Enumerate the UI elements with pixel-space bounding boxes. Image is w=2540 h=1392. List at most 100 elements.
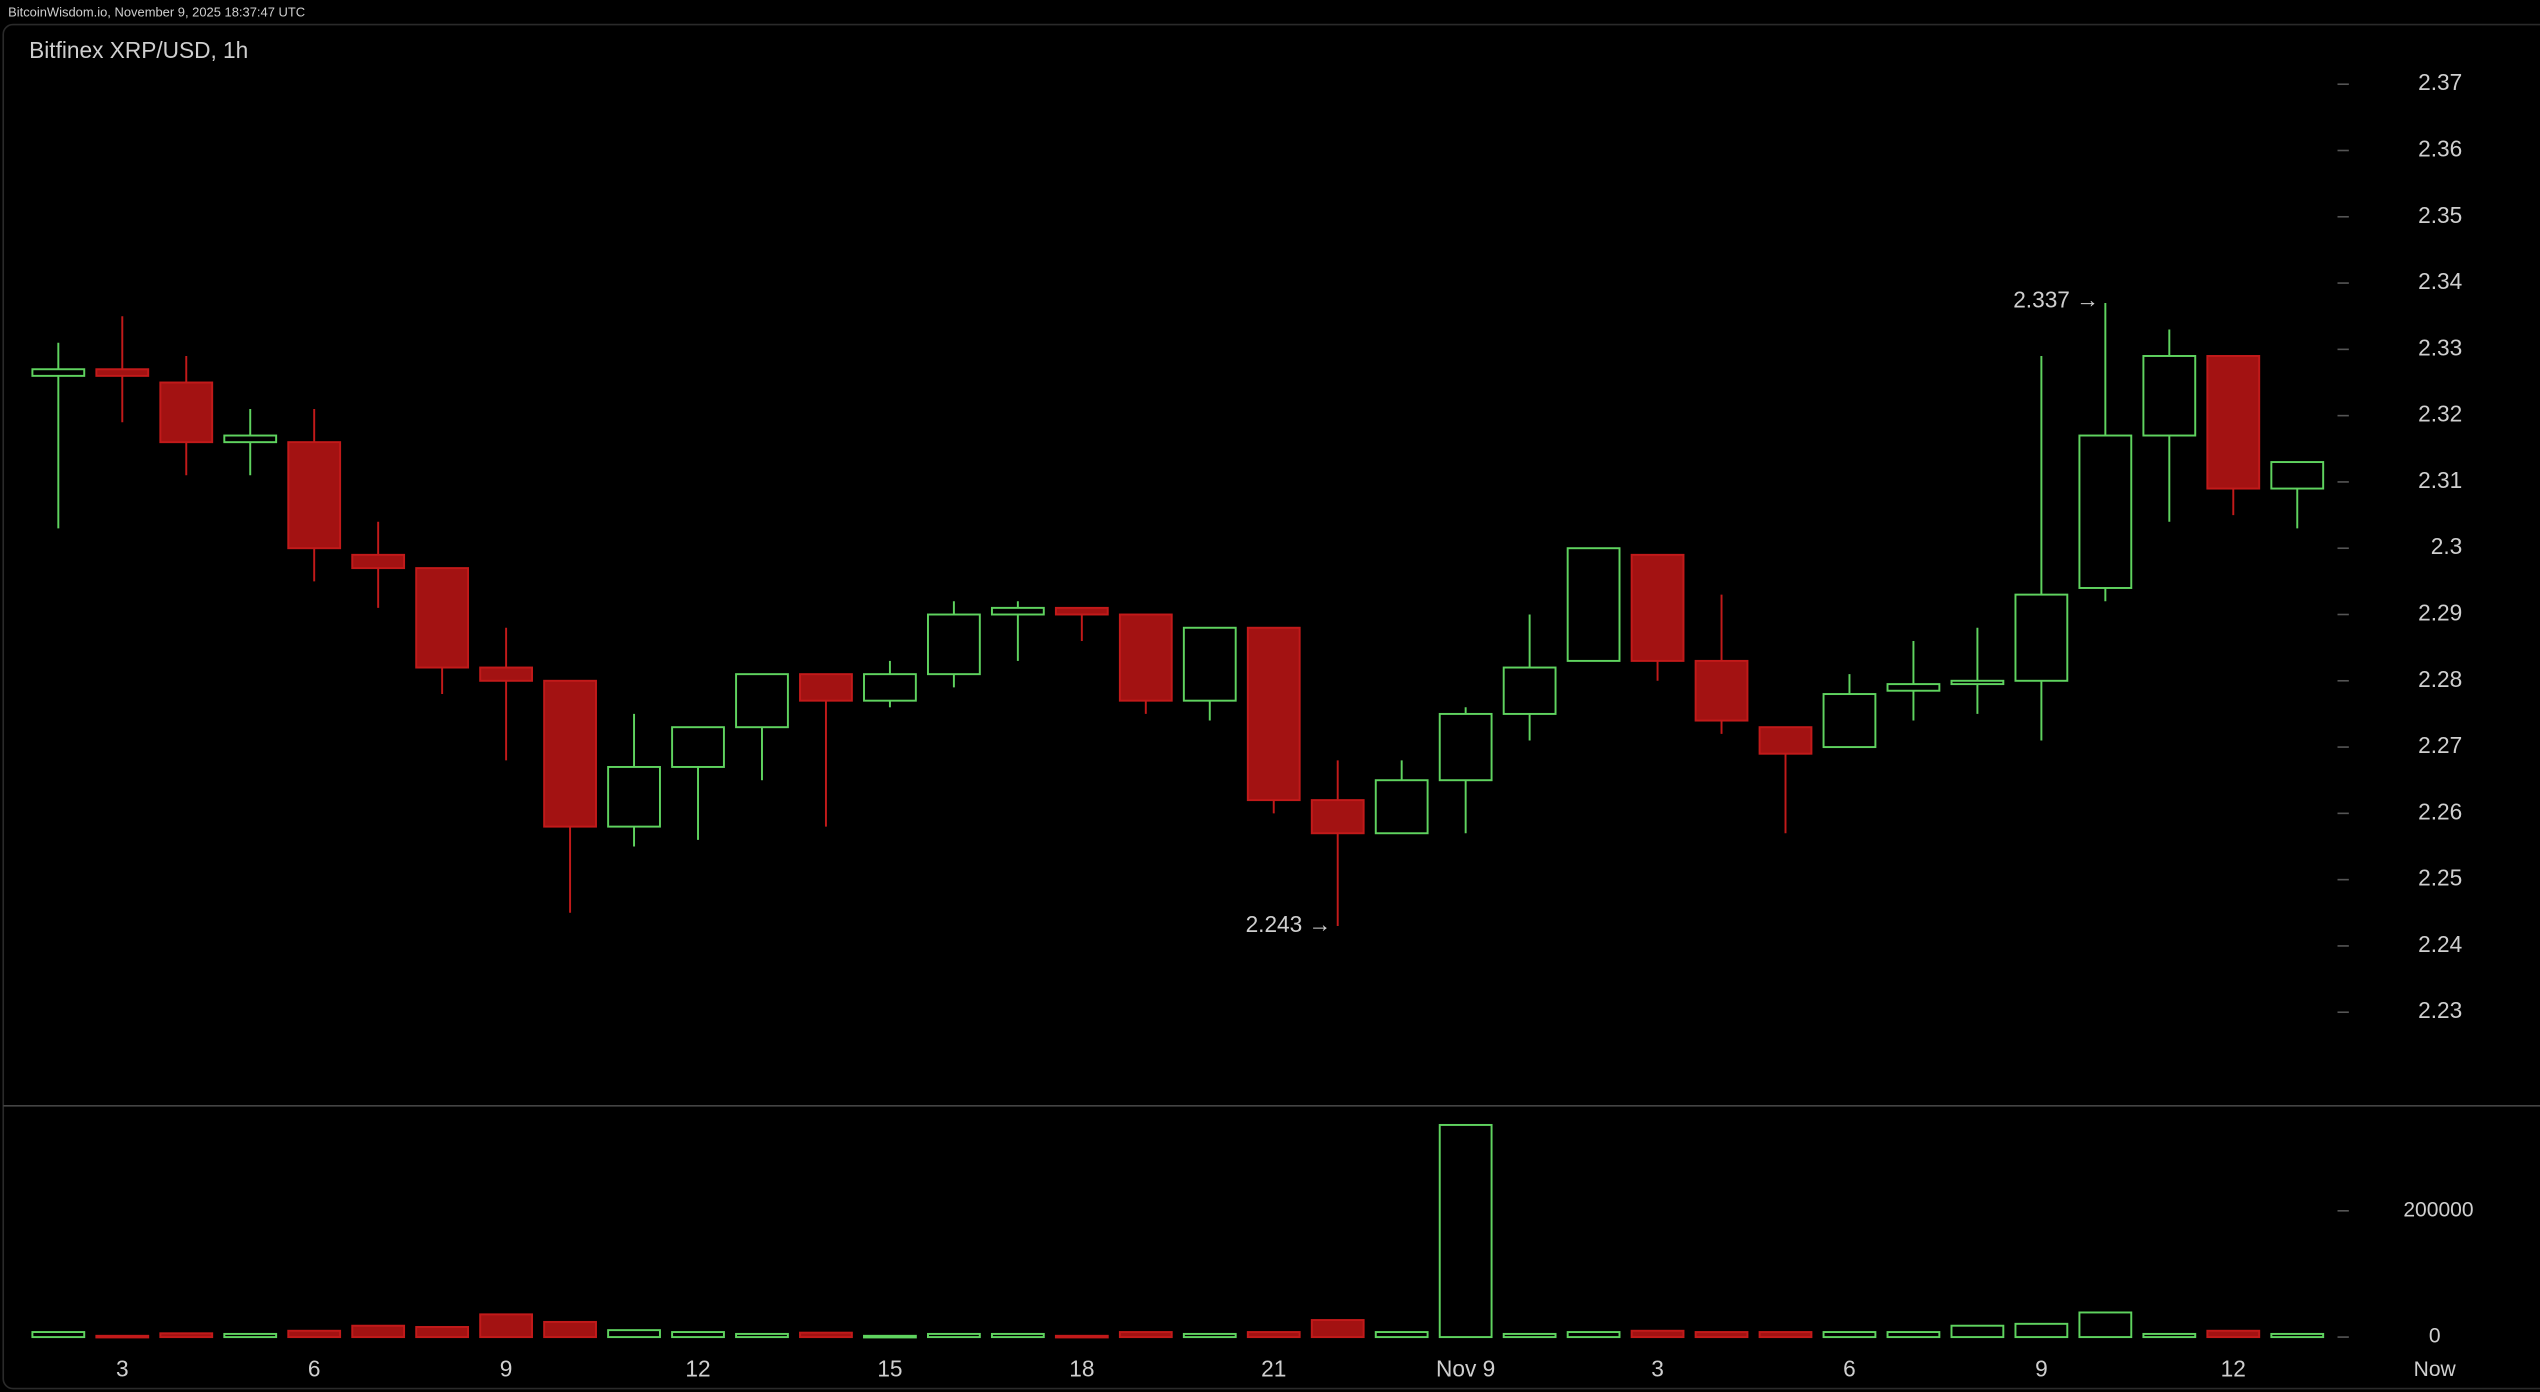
volume-bar	[1950, 1324, 2005, 1339]
x-tick-label: 9	[2035, 1356, 2048, 1382]
volume-bar	[2206, 1329, 2261, 1339]
x-tick-label: 6	[308, 1356, 321, 1382]
candle-body	[1374, 779, 1429, 835]
volume-bar	[1054, 1334, 1109, 1339]
volume-bar	[2014, 1322, 2069, 1339]
candle-body	[671, 726, 725, 768]
candle-body	[2206, 355, 2261, 490]
y-tick-label: 2.33	[2418, 334, 2462, 360]
volume-bar	[415, 1326, 470, 1339]
candle-body	[1118, 613, 1173, 702]
candle-body	[863, 673, 917, 702]
volume-tick-label: 200000	[2403, 1198, 2473, 1221]
volume-bar	[2078, 1311, 2133, 1339]
volume-bar	[671, 1331, 725, 1339]
candle-body	[159, 381, 214, 444]
x-tick-label: 9	[500, 1356, 513, 1382]
header-text: BitcoinWisdom.io, November 9, 2025 18:37…	[8, 5, 305, 20]
x-tick-label: 12	[2221, 1356, 2246, 1382]
volume-bar	[1374, 1331, 1429, 1339]
volume-bar	[1246, 1331, 1301, 1339]
volume-bar	[2270, 1332, 2325, 1339]
volume-bar	[287, 1329, 342, 1339]
volume-bar	[1182, 1332, 1237, 1339]
candle-body	[1502, 666, 1557, 715]
volume-bar	[607, 1329, 661, 1339]
volume-bar	[543, 1320, 597, 1339]
candle-body	[479, 666, 533, 682]
y-tick-label: 2.32	[2418, 401, 2462, 427]
y-tick-label: 2.31	[2418, 467, 2462, 493]
candle-body	[351, 553, 406, 570]
candle-body	[1246, 626, 1301, 802]
volume-bar	[990, 1332, 1045, 1339]
x-tick-label: 15	[877, 1356, 902, 1382]
volume-bar	[2142, 1332, 2197, 1339]
volume-bar	[1694, 1331, 1749, 1339]
candle-body	[990, 606, 1045, 616]
y-tick-label: 2.37	[2418, 69, 2462, 95]
y-tick-label: 2.28	[2418, 666, 2462, 692]
candle-body	[799, 673, 853, 702]
y-tick-label: 2.26	[2418, 798, 2462, 824]
volume-bar	[799, 1331, 853, 1339]
candle-body	[607, 765, 661, 828]
y-tick-label: 2.3	[2431, 533, 2463, 559]
y-tick-label: 2.24	[2418, 931, 2462, 957]
volume-bar	[1438, 1123, 1493, 1339]
volume-bar	[1310, 1319, 1365, 1339]
x-tick-label: 6	[1843, 1356, 1856, 1382]
candle-body	[543, 679, 597, 828]
candle-body	[1310, 799, 1365, 835]
volume-tick-label: 0	[2429, 1325, 2441, 1348]
x-tick-label: 3	[1651, 1356, 1664, 1382]
x-tick-label: 3	[116, 1356, 129, 1382]
price-annotation: 2.337 →	[2013, 286, 2099, 312]
candle-body	[927, 613, 981, 676]
volume-bar	[1886, 1331, 1941, 1339]
candle-body	[2078, 434, 2133, 589]
x-tick-label: 21	[1261, 1356, 1286, 1382]
candle-body	[1054, 606, 1109, 616]
y-tick-label: 2.25	[2418, 865, 2462, 891]
volume-bar	[1758, 1331, 1813, 1339]
candle-body	[1886, 683, 1941, 692]
candle-body	[95, 368, 150, 377]
candle-body	[2014, 593, 2069, 682]
candle-body	[1630, 553, 1685, 662]
volume-bar	[1630, 1329, 1685, 1339]
volume-bar	[735, 1332, 789, 1339]
y-tick-label: 2.34	[2418, 268, 2462, 294]
volume-bar	[863, 1334, 917, 1339]
candle-body	[415, 567, 470, 669]
candle-body	[31, 368, 86, 377]
price-annotation: 2.243 →	[1246, 911, 1332, 937]
candle-body	[1822, 693, 1877, 749]
volume-bar	[159, 1332, 214, 1339]
volume-bar	[1822, 1331, 1877, 1339]
x-tick-label: 18	[1069, 1356, 1094, 1382]
now-label: Now	[2414, 1358, 2457, 1381]
y-tick-label: 2.36	[2418, 135, 2462, 161]
x-tick-label: Nov 9	[1436, 1356, 1495, 1382]
candle-body	[1438, 712, 1493, 782]
y-tick-label: 2.35	[2418, 202, 2462, 228]
candle-body	[1950, 679, 2005, 686]
y-tick-label: 2.27	[2418, 732, 2462, 758]
candle-body	[1694, 659, 1749, 722]
volume-bar	[1566, 1331, 1621, 1339]
volume-bar	[223, 1332, 278, 1339]
volume-bar	[927, 1332, 981, 1339]
candle-body	[223, 434, 278, 444]
volume-bar	[31, 1331, 86, 1339]
x-tick-label: 12	[685, 1356, 710, 1382]
volume-bar	[479, 1313, 533, 1339]
candle-body	[1566, 547, 1621, 662]
candle-body	[1758, 726, 1813, 755]
candle-body	[2270, 461, 2325, 490]
y-tick-label: 2.29	[2418, 599, 2462, 625]
candle-body	[2142, 355, 2197, 437]
volume-bar	[351, 1324, 406, 1339]
